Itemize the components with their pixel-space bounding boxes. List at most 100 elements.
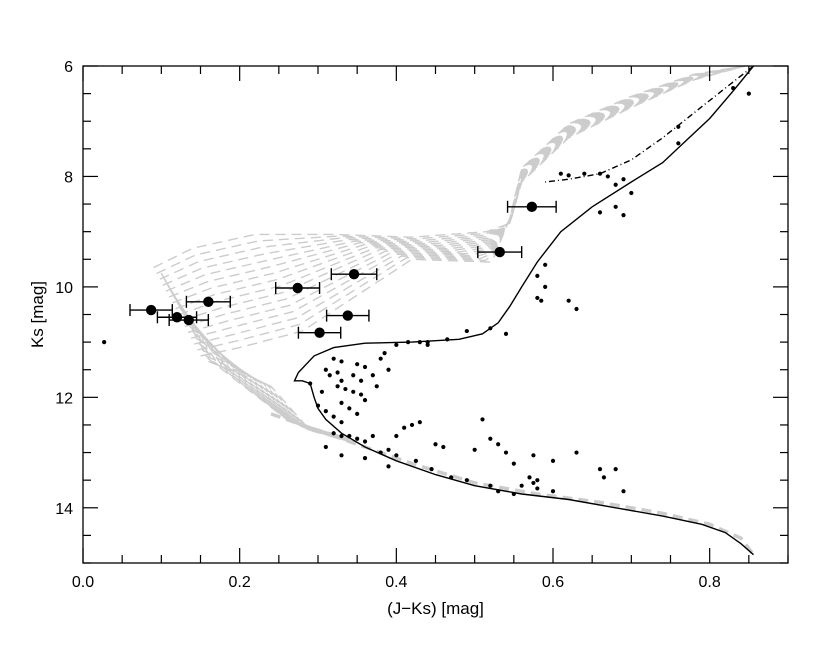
field-star-point — [613, 204, 618, 209]
isochrone-grid-curve — [201, 349, 350, 442]
field-star-point — [394, 433, 399, 439]
field-star-point — [621, 489, 626, 494]
field-star-point — [550, 458, 556, 463]
isochrone-grid — [153, 65, 755, 556]
isochrone-grid-curve — [208, 360, 350, 443]
isochrone-grid-curve — [178, 65, 746, 316]
highlighted-star — [275, 281, 321, 294]
field-star-point — [574, 450, 579, 455]
field-star-point — [550, 489, 556, 494]
data-points — [102, 85, 751, 497]
field-star-point — [621, 213, 626, 218]
field-star-point — [621, 177, 626, 182]
field-star-point — [597, 467, 603, 472]
field-star-point — [574, 306, 579, 312]
field-star-point — [386, 464, 391, 469]
isochrone-grid-curve — [187, 65, 746, 334]
highlighted-star-point — [171, 312, 183, 323]
y-tick-label: 6 — [64, 59, 73, 76]
isochrone-grid-curve — [173, 296, 350, 441]
field-star-point — [323, 444, 328, 450]
field-star-point — [362, 439, 368, 444]
field-star-point — [511, 491, 516, 497]
field-star-point — [358, 392, 364, 397]
field-star-point — [449, 475, 454, 480]
field-star-point — [347, 433, 352, 439]
axis-ticks: 0.0 0.2 0.4 0.6 0.8 6 8 10 12 14 — [55, 59, 789, 591]
field-star-point — [417, 420, 422, 425]
highlighted-star — [185, 295, 231, 308]
x-tick-label: 0.2 — [229, 574, 251, 591]
field-star-point — [386, 367, 391, 372]
isochrone-grid-curve — [172, 65, 746, 304]
field-star-point — [519, 483, 524, 488]
field-star-point — [543, 262, 548, 267]
field-star-point — [531, 453, 536, 458]
field-star-point — [355, 436, 360, 441]
isochrone-grid-curve — [168, 65, 746, 298]
highlighted-star — [325, 309, 370, 322]
field-star-point — [676, 124, 681, 129]
isochrone-grid-curve — [159, 65, 746, 280]
highlighted-star — [330, 268, 378, 281]
field-star-point — [308, 381, 313, 386]
field-star-point — [351, 389, 356, 394]
field-star-point — [323, 367, 328, 372]
field-star-point — [511, 461, 516, 466]
field-star-point — [378, 450, 383, 455]
highlighted-star — [477, 246, 523, 259]
field-star-point — [417, 340, 422, 345]
field-star-point — [425, 342, 430, 347]
field-star-point — [496, 442, 501, 447]
field-star-point — [394, 453, 399, 458]
field-star-point — [535, 478, 540, 483]
field-star-point — [327, 373, 332, 378]
field-star-point — [613, 182, 618, 187]
field-star-point — [378, 356, 383, 361]
highlighted-star-point — [526, 201, 538, 213]
secondary-isochrone-line — [545, 65, 754, 183]
field-star-point — [472, 447, 477, 452]
field-star-point — [339, 453, 344, 458]
field-star-point — [676, 141, 681, 146]
highlighted-star-point — [145, 304, 157, 316]
field-star-point — [429, 467, 434, 472]
isochrone-grid-curve — [184, 65, 746, 328]
highlighted-star-point — [292, 282, 303, 294]
isochrone-grid-curve — [185, 319, 350, 441]
isochrone-grid-curve — [190, 65, 746, 339]
isochrone-grid-curve — [170, 290, 350, 440]
isochrone-grid-curve — [189, 325, 350, 442]
model-curves — [293, 65, 755, 556]
plot-frame — [82, 65, 789, 564]
field-star-point — [601, 475, 607, 480]
isochrone-grid-curve — [197, 65, 746, 351]
field-star-point — [331, 356, 336, 361]
isochrone-grid-curve — [179, 307, 350, 441]
field-star-point — [488, 483, 493, 488]
lower-main-sequence-band — [270, 412, 755, 556]
isochrone-grid-curve — [162, 65, 746, 286]
field-star-point — [539, 298, 544, 303]
field-star-point — [441, 444, 446, 450]
field-star-point — [335, 384, 340, 389]
isochrone-grid-curve — [198, 343, 350, 442]
field-star-point — [331, 431, 336, 436]
field-star-point — [413, 458, 419, 463]
field-star-point — [331, 414, 336, 419]
isochrone-grid-curve — [167, 284, 350, 440]
field-star-point — [433, 442, 438, 447]
field-star-point — [445, 337, 450, 342]
field-star-point — [613, 467, 618, 472]
x-tick-label: 0.6 — [542, 574, 564, 591]
field-star-point — [566, 298, 571, 303]
highlighted-star-point — [203, 296, 214, 307]
field-star-point — [339, 433, 344, 439]
field-star-point — [535, 295, 540, 301]
highlighted-star — [506, 200, 557, 213]
x-tick-label: 0.8 — [699, 574, 721, 591]
field-star-point — [488, 326, 493, 331]
field-star-point — [535, 273, 540, 278]
highlighted-star-point — [342, 310, 353, 321]
